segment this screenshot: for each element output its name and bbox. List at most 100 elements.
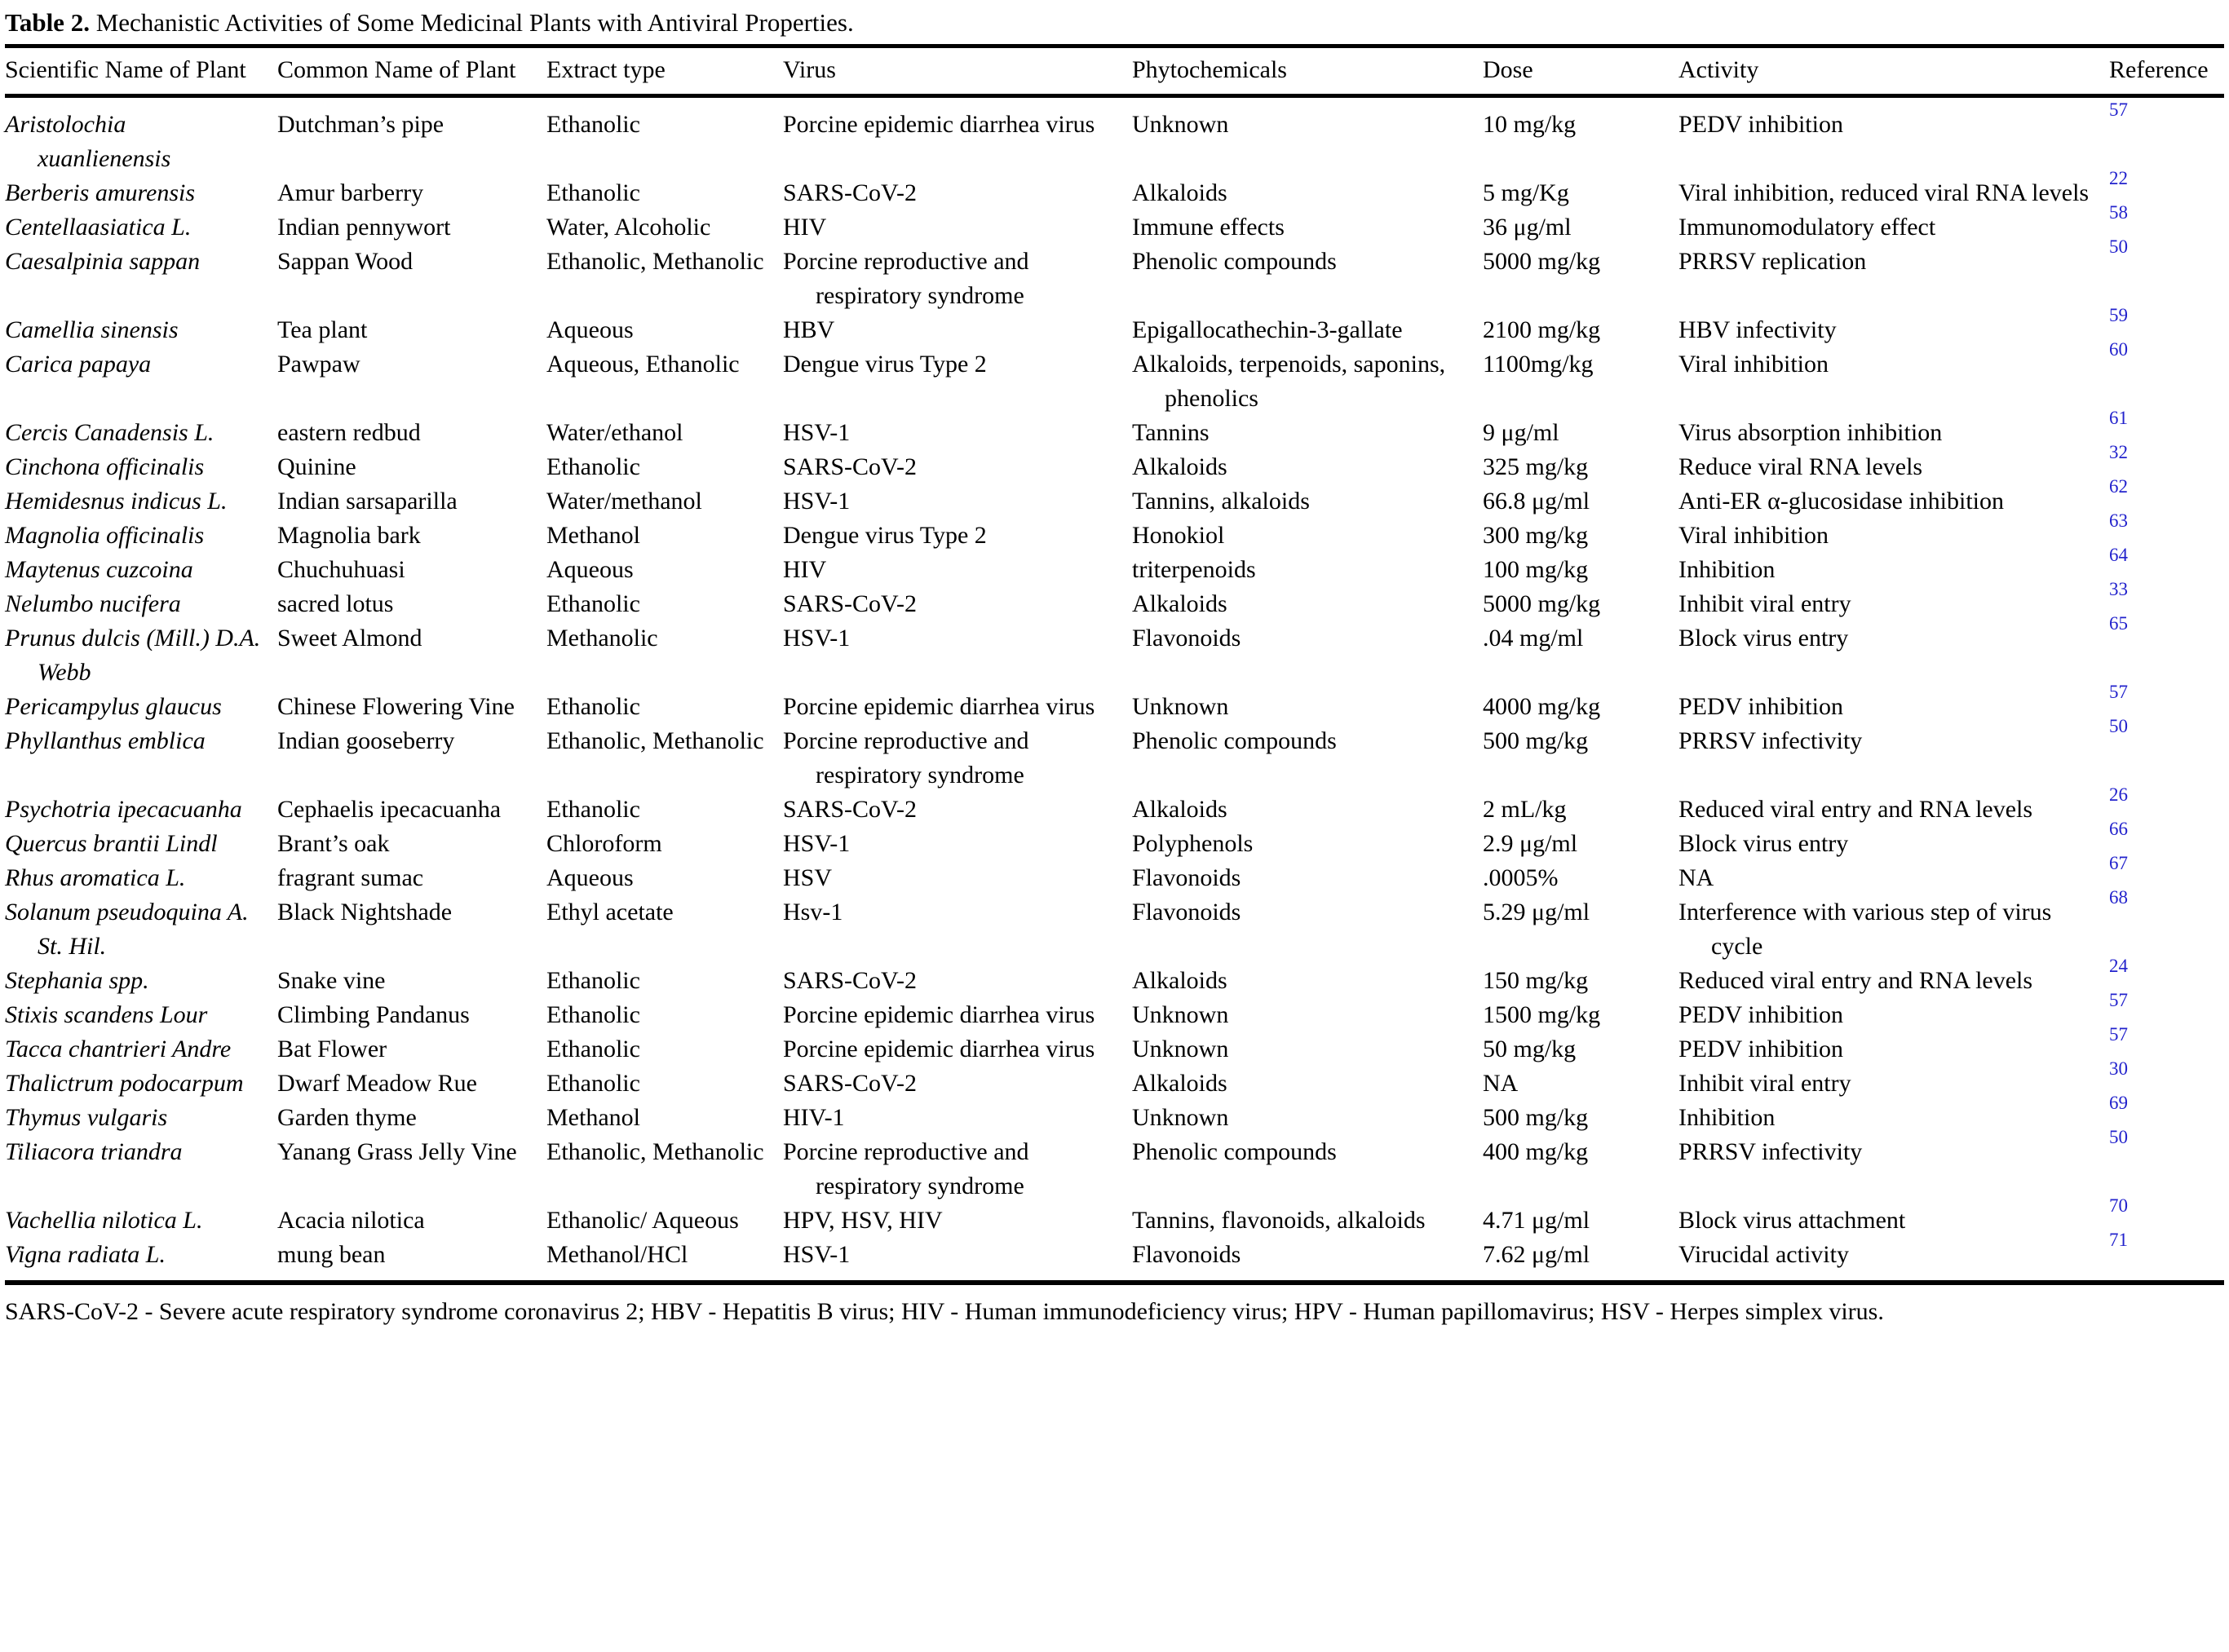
cell-reference: 69	[2109, 1093, 2224, 1135]
reference-link[interactable]: 64	[2109, 545, 2128, 565]
cell-text-dose: 4000 mg/kg	[1483, 693, 1601, 720]
reference-link[interactable]: 57	[2109, 99, 2128, 120]
cell-common: Sappan Wood	[277, 245, 546, 313]
cell-virus: HSV	[783, 861, 1132, 895]
cell-reference: 30	[2109, 1059, 2224, 1101]
cell-text-common: Quinine	[277, 453, 356, 480]
cell-reference: 57	[2109, 96, 2224, 177]
cell-text-activity: Viral inhibition	[1678, 351, 1829, 378]
cell-scientific: Maytenus cuzcoina	[5, 553, 277, 587]
reference-link[interactable]: 60	[2109, 339, 2128, 360]
cell-text-phytochemicals: Alkaloids	[1132, 1070, 1227, 1097]
reference-link[interactable]: 65	[2109, 613, 2128, 634]
cell-common: Indian gooseberry	[277, 724, 546, 793]
cell-text-phytochemicals: Tannins	[1132, 419, 1210, 446]
cell-extract: Ethanolic, Methanolic	[546, 1135, 783, 1204]
reference-link[interactable]: 57	[2109, 1024, 2128, 1045]
reference-link[interactable]: 32	[2109, 442, 2128, 462]
reference-link[interactable]: 67	[2109, 853, 2128, 873]
cell-phytochemicals: triterpenoids	[1132, 553, 1483, 587]
cell-activity: Inhibition	[1678, 1101, 2109, 1135]
reference-link[interactable]: 62	[2109, 476, 2128, 497]
cell-text-dose: 5000 mg/kg	[1483, 248, 1601, 275]
cell-dose: 50 mg/kg	[1483, 1032, 1678, 1067]
reference-link[interactable]: 22	[2109, 168, 2128, 188]
cell-text-extract: Aqueous	[546, 864, 634, 891]
reference-link[interactable]: 69	[2109, 1093, 2128, 1113]
reference-link[interactable]: 50	[2109, 236, 2128, 257]
table-row: Caesalpinia sappan Sappan Wood Ethanolic, …	[5, 237, 2224, 313]
reference-link[interactable]: 59	[2109, 305, 2128, 325]
reference-link[interactable]: 24	[2109, 956, 2128, 976]
cell-virus: HIV	[783, 553, 1132, 587]
cell-text-common: eastern redbud	[277, 419, 421, 446]
cell-text-extract: Ethanolic	[546, 111, 640, 138]
cell-phytochemicals: Unknown	[1132, 96, 1483, 177]
reference-link[interactable]: 70	[2109, 1195, 2128, 1216]
cell-common: Bat Flower	[277, 1032, 546, 1067]
cell-text-virus: Porcine reproductive and respiratory syn…	[783, 1138, 1029, 1199]
table-row: Berberis amurensis Amur barberry Ethanolic…	[5, 169, 2224, 210]
reference-link[interactable]: 50	[2109, 1127, 2128, 1147]
cell-common: mung bean	[277, 1238, 546, 1283]
cell-text-virus: Dengue virus Type 2	[783, 522, 987, 549]
cell-text-virus: Hsv-1	[783, 899, 843, 925]
cell-scientific: Prunus dulcis (Mill.) D.A. Webb	[5, 621, 277, 690]
cell-dose: 7.62 μg/ml	[1483, 1238, 1678, 1283]
cell-reference: 57	[2109, 991, 2224, 1032]
cell-text-common: Indian sarsaparilla	[277, 488, 458, 515]
cell-text-common: mung bean	[277, 1241, 386, 1268]
cell-text-virus: Porcine reproductive and respiratory syn…	[783, 248, 1029, 309]
cell-text-phytochemicals: Honokiol	[1132, 522, 1225, 549]
cell-extract: Ethanolic/ Aqueous	[546, 1204, 783, 1238]
cell-common: Cephaelis ipecacuanha	[277, 793, 546, 827]
cell-text-common: Amur barberry	[277, 179, 424, 206]
cell-reference: 57	[2109, 1025, 2224, 1067]
cell-text-extract: Ethanolic, Methanolic	[546, 248, 764, 275]
cell-text-phytochemicals: Alkaloids	[1132, 453, 1227, 480]
reference-link[interactable]: 58	[2109, 202, 2128, 223]
table-row: Thalictrum podocarpum Dwarf Meadow Rue Eth…	[5, 1059, 2224, 1101]
cell-extract: Water, Alcoholic	[546, 210, 783, 245]
cell-common: eastern redbud	[277, 416, 546, 450]
cell-text-virus: HIV	[783, 214, 827, 241]
cell-text-phytochemicals: triterpenoids	[1132, 556, 1256, 583]
reference-link[interactable]: 61	[2109, 408, 2128, 428]
cell-text-activity: Inhibit viral entry	[1678, 590, 1851, 617]
cell-dose: 5000 mg/kg	[1483, 587, 1678, 621]
cell-text-dose: NA	[1483, 1070, 1519, 1097]
reference-link[interactable]: 57	[2109, 682, 2128, 702]
cell-text-activity: Interference with various step of virus …	[1678, 899, 2052, 960]
cell-reference: 50	[2109, 717, 2224, 793]
cell-common: Indian sarsaparilla	[277, 484, 546, 519]
reference-link[interactable]: 66	[2109, 819, 2128, 839]
cell-activity: Inhibit viral entry	[1678, 587, 2109, 621]
reference-link[interactable]: 33	[2109, 579, 2128, 599]
cell-common: Indian pennywort	[277, 210, 546, 245]
reference-link[interactable]: 71	[2109, 1230, 2128, 1250]
cell-text-extract: Aqueous	[546, 556, 634, 583]
cell-text-phytochemicals: Epigallocathechin-3-gallate	[1132, 316, 1403, 343]
cell-text-scientific: Nelumbo nucifera	[5, 590, 181, 617]
reference-link[interactable]: 30	[2109, 1058, 2128, 1079]
cell-text-activity: PRRSV infectivity	[1678, 727, 1863, 754]
cell-virus: Porcine epidemic diarrhea virus	[783, 1032, 1132, 1067]
reference-link[interactable]: 57	[2109, 990, 2128, 1010]
reference-link[interactable]: 26	[2109, 784, 2128, 805]
cell-reference: 57	[2109, 682, 2224, 724]
paper-table-page: Table 2. Mechanistic Activities of Some …	[5, 7, 2224, 1325]
cell-text-virus: HSV-1	[783, 419, 851, 446]
cell-dose: 150 mg/kg	[1483, 964, 1678, 998]
cell-extract: Ethanolic	[546, 793, 783, 827]
cell-phytochemicals: Tannins, alkaloids	[1132, 484, 1483, 519]
cell-text-scientific: Vigna radiata L.	[5, 1241, 166, 1268]
cell-text-scientific: Vachellia nilotica L.	[5, 1207, 203, 1234]
table-row: Rhus aromatica L. fragrant sumac Aqueous HS…	[5, 854, 2224, 895]
reference-link[interactable]: 68	[2109, 887, 2128, 908]
cell-text-scientific: Prunus dulcis (Mill.) D.A. Webb	[5, 625, 261, 686]
table-title: Table 2. Mechanistic Activities of Some …	[5, 7, 2224, 39]
reference-link[interactable]: 63	[2109, 510, 2128, 531]
cell-text-extract: Water/methanol	[546, 488, 702, 515]
reference-link[interactable]: 50	[2109, 716, 2128, 736]
cell-scientific: Tacca chantrieri Andre	[5, 1032, 277, 1067]
